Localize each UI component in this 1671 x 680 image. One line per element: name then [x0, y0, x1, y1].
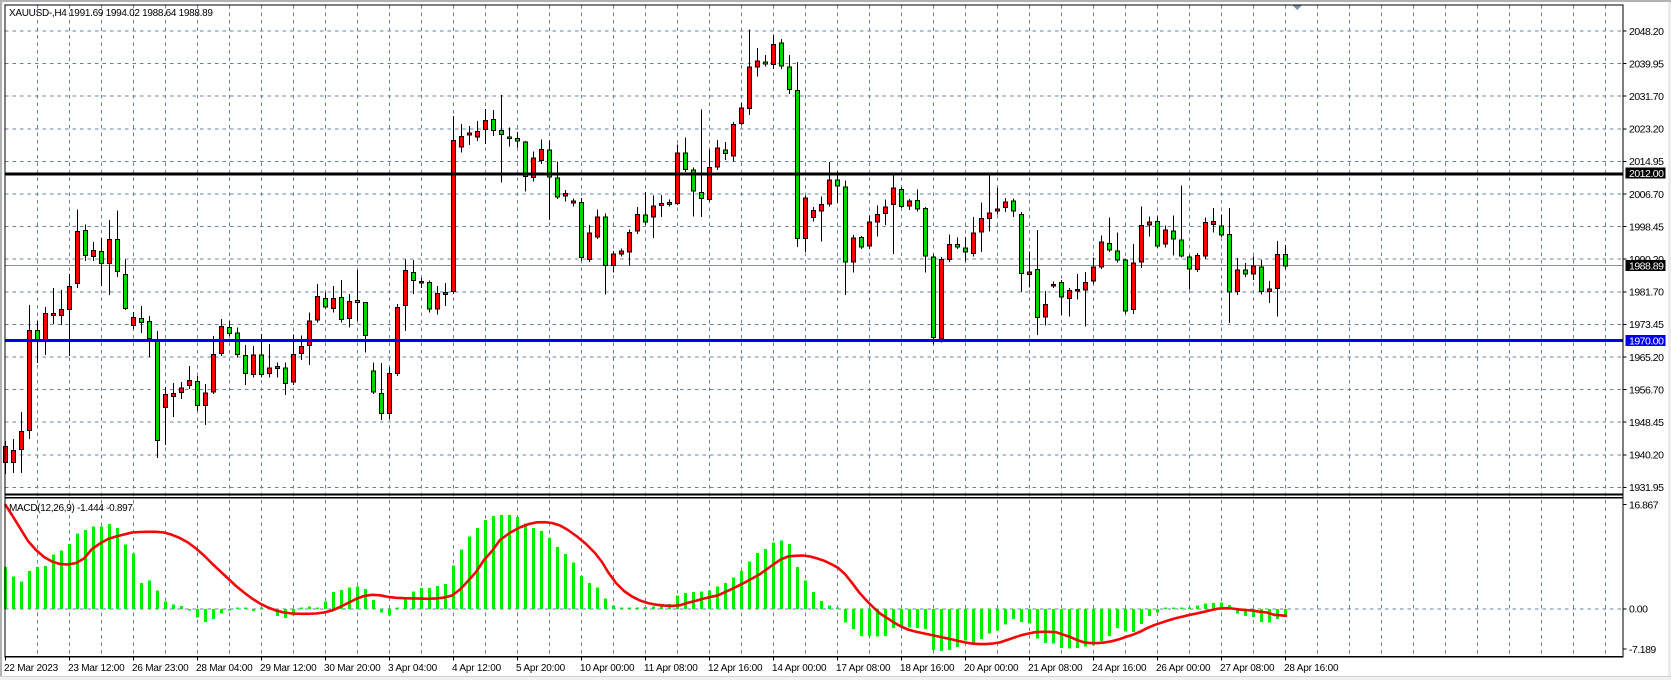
svg-text:22 Mar 2023: 22 Mar 2023	[4, 663, 59, 674]
svg-text:2048.20: 2048.20	[1629, 26, 1664, 38]
svg-text:1931.95: 1931.95	[1629, 482, 1664, 494]
svg-text:23 Mar 12:00: 23 Mar 12:00	[68, 663, 125, 674]
svg-text:XAUUSD-,H4 1991.69 1994.02 198: XAUUSD-,H4 1991.69 1994.02 1988.64 1988.…	[9, 8, 213, 19]
svg-text:20 Apr 00:00: 20 Apr 00:00	[964, 663, 1019, 674]
svg-text:1973.45: 1973.45	[1629, 319, 1664, 331]
svg-text:2012.00: 2012.00	[1629, 168, 1664, 180]
svg-text:21 Apr 08:00: 21 Apr 08:00	[1028, 663, 1083, 674]
svg-text:11 Apr 08:00: 11 Apr 08:00	[644, 663, 698, 674]
svg-text:1988.89: 1988.89	[1629, 261, 1664, 273]
svg-text:30 Mar 20:00: 30 Mar 20:00	[324, 663, 381, 674]
svg-text:1948.45: 1948.45	[1629, 417, 1664, 429]
svg-text:2006.70: 2006.70	[1629, 189, 1664, 201]
svg-text:26 Mar 23:00: 26 Mar 23:00	[132, 663, 189, 674]
svg-text:3 Apr 04:00: 3 Apr 04:00	[388, 663, 438, 674]
svg-text:1956.70: 1956.70	[1629, 384, 1664, 396]
svg-text:24 Apr 16:00: 24 Apr 16:00	[1092, 663, 1147, 674]
svg-text:5 Apr 20:00: 5 Apr 20:00	[516, 663, 566, 674]
svg-text:29 Mar 12:00: 29 Mar 12:00	[260, 663, 317, 674]
svg-text:1970.00: 1970.00	[1629, 335, 1664, 347]
svg-text:26 Apr 00:00: 26 Apr 00:00	[1156, 663, 1211, 674]
svg-text:2023.20: 2023.20	[1629, 124, 1664, 136]
svg-text:14 Apr 00:00: 14 Apr 00:00	[772, 663, 827, 674]
svg-text:1981.70: 1981.70	[1629, 287, 1664, 299]
svg-text:1965.20: 1965.20	[1629, 352, 1664, 364]
svg-text:10 Apr 00:00: 10 Apr 00:00	[580, 663, 635, 674]
svg-text:1940.20: 1940.20	[1629, 450, 1664, 462]
svg-text:27 Apr 08:00: 27 Apr 08:00	[1220, 663, 1275, 674]
svg-text:18 Apr 16:00: 18 Apr 16:00	[900, 663, 955, 674]
svg-text:4 Apr 12:00: 4 Apr 12:00	[452, 663, 502, 674]
svg-text:17 Apr 08:00: 17 Apr 08:00	[836, 663, 891, 674]
svg-text:28 Apr 16:00: 28 Apr 16:00	[1284, 663, 1339, 674]
svg-text:-7.189: -7.189	[1629, 644, 1656, 656]
svg-text:12 Apr 16:00: 12 Apr 16:00	[708, 663, 763, 674]
svg-text:2039.95: 2039.95	[1629, 58, 1664, 70]
svg-text:2014.95: 2014.95	[1629, 156, 1664, 168]
svg-text:1998.45: 1998.45	[1629, 221, 1664, 233]
svg-text:16.867: 16.867	[1629, 499, 1659, 511]
svg-text:MACD(12,26,9) -1.444 -0.897: MACD(12,26,9) -1.444 -0.897	[9, 503, 133, 514]
svg-text:0.00: 0.00	[1629, 604, 1648, 616]
svg-text:2031.70: 2031.70	[1629, 91, 1664, 103]
svg-text:28 Mar 04:00: 28 Mar 04:00	[196, 663, 253, 674]
